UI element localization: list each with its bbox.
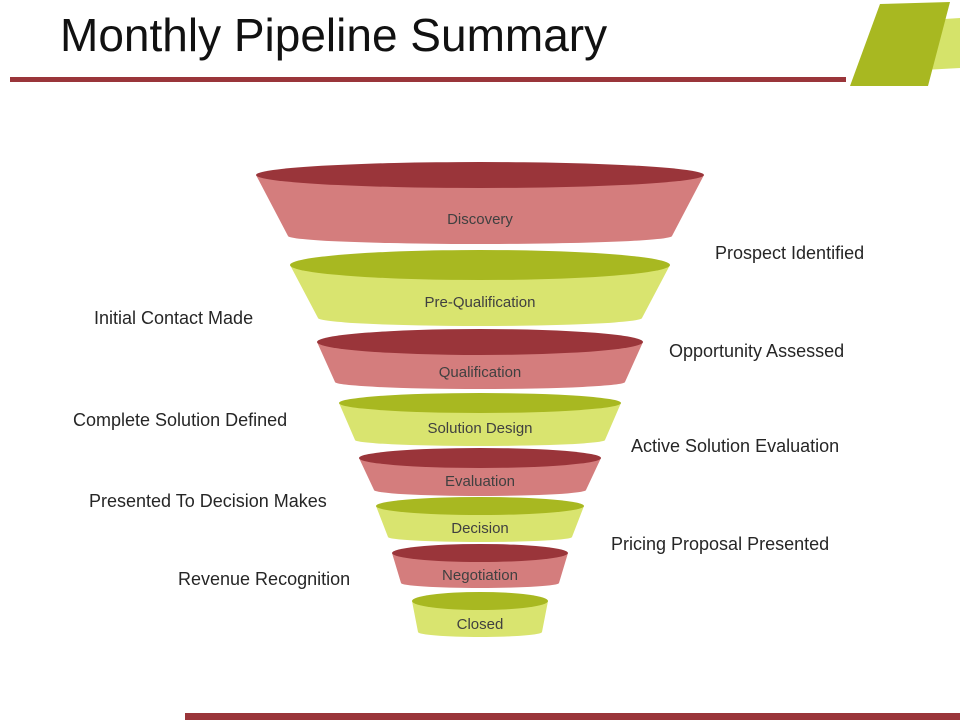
funnel-stage-label: Discovery xyxy=(447,211,513,228)
note-active-solution-evaluation: Active Solution Evaluation xyxy=(631,436,840,456)
note-complete-solution-defined: Complete Solution Defined xyxy=(73,410,288,430)
funnel-stage-solution-design: Solution Design xyxy=(339,393,621,446)
funnel-stage-body xyxy=(317,342,643,389)
page-title: Monthly Pipeline Summary xyxy=(60,9,608,61)
note-revenue-recognition: Revenue Recognition xyxy=(178,569,351,589)
funnel-stage-decision: Decision xyxy=(376,497,584,542)
corner-decoration xyxy=(850,2,960,86)
note-prospect-identified: Prospect Identified xyxy=(715,243,865,263)
funnel-stage-top xyxy=(412,592,548,610)
funnel-stage-body xyxy=(376,506,584,542)
funnel-stage-top xyxy=(376,497,584,515)
footer-divider xyxy=(185,713,960,720)
funnel-stage-evaluation: Evaluation xyxy=(359,448,601,496)
funnel-stage-qualification: Qualification xyxy=(317,329,643,389)
funnel-stage-body xyxy=(412,601,548,637)
funnel-stage-top xyxy=(290,250,670,280)
note-opportunity-assessed: Opportunity Assessed xyxy=(669,341,845,361)
funnel-stage-top xyxy=(256,162,704,188)
funnel-stage-body xyxy=(339,403,621,446)
funnel-stage-label: Qualification xyxy=(439,364,522,381)
funnel-stage-pre-qualification: Pre-Qualification xyxy=(290,250,670,326)
funnel-stage-body xyxy=(256,175,704,244)
funnel-stage-negotiation: Negotiation xyxy=(392,544,568,588)
funnel-stage-body xyxy=(392,553,568,588)
funnel-stage-discovery: Discovery xyxy=(256,162,704,244)
funnel-stage-body xyxy=(290,265,670,326)
funnel-stage-top xyxy=(392,544,568,562)
note-presented-to-decision-makes: Presented To Decision Makes xyxy=(89,491,327,511)
funnel-stage-label: Closed xyxy=(457,616,504,633)
funnel-stage-label: Pre-Qualification xyxy=(425,294,536,311)
funnel-stage-top xyxy=(359,448,601,468)
funnel-stage-label: Decision xyxy=(451,520,509,537)
funnel-stage-top xyxy=(317,329,643,355)
funnel-stage-label: Solution Design xyxy=(427,420,532,437)
funnel-stage-body xyxy=(359,458,601,496)
note-pricing-proposal-presented: Pricing Proposal Presented xyxy=(611,534,830,554)
note-initial-contact-made: Initial Contact Made xyxy=(94,308,254,328)
funnel-stage-closed: Closed xyxy=(412,592,548,637)
funnel-stage-label: Evaluation xyxy=(445,473,515,490)
funnel-stage-label: Negotiation xyxy=(442,567,518,584)
funnel-stage-top xyxy=(339,393,621,413)
title-divider xyxy=(10,77,846,82)
